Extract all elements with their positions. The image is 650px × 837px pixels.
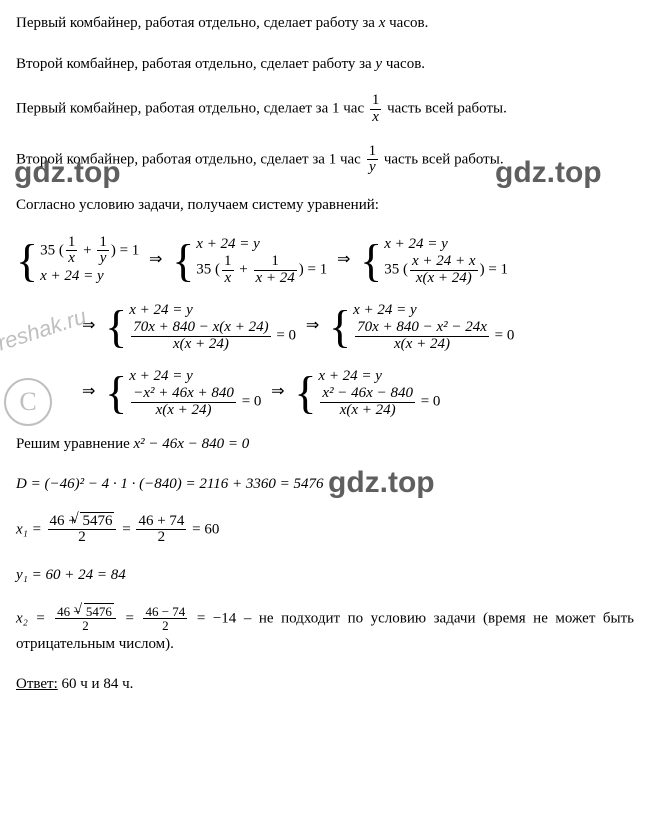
- x1-label: x₁ =: [16, 521, 46, 537]
- text: Первый комбайнер, работая отдельно, сдел…: [16, 101, 368, 117]
- x1-line: x₁ = 46 + 5476 2 = 46 + 74 2 = 60: [16, 514, 634, 547]
- system-chain-3: ⇒ { x + 24 = y −x² + 46x + 840x(x + 24) …: [16, 367, 634, 419]
- system-3: { x + 24 = y 35 (x + 24 + xx(x + 24)) = …: [360, 235, 508, 287]
- x2-line: x₂ = 46 − 5476 2 = 46 − 74 2 = −14 – не …: [16, 605, 634, 656]
- answer-line: Ответ: 60 ч и 84 ч.: [16, 673, 634, 696]
- text: Второй комбайнер, работая отдельно, сдел…: [16, 151, 365, 167]
- discriminant: D = (−46)² − 4 · 1 · (−840) = 2116 + 336…: [16, 473, 634, 496]
- y1-line: y₁ = 60 + 24 = 84: [16, 564, 634, 587]
- x1-frac-2: 46 + 74 2: [136, 514, 186, 547]
- paragraph-3: Первый комбайнер, работая отдельно, сдел…: [16, 93, 634, 126]
- text: часов.: [385, 15, 428, 31]
- text: Первый комбайнер, работая отдельно, сдел…: [16, 15, 379, 31]
- x2-frac-2: 46 − 74 2: [143, 605, 187, 633]
- arrow-icon: ⇒: [306, 317, 319, 334]
- x1-result: = 60: [192, 521, 219, 537]
- x2-label: x₂ =: [16, 610, 53, 626]
- fraction-1-over-y: 1y: [367, 144, 379, 177]
- answer-value: 60 ч и 84 ч.: [58, 676, 134, 692]
- x2-frac-1: 46 − 5476 2: [55, 605, 116, 633]
- x2-result: = −14: [197, 610, 236, 626]
- answer-label: Ответ:: [16, 676, 58, 692]
- system-6: { x + 24 = y −x² + 46x + 840x(x + 24) = …: [105, 367, 261, 419]
- system-chain-2: ⇒ { x + 24 = y 70x + 840 − x(x + 24)x(x …: [16, 301, 634, 353]
- solve-intro: Решим уравнение x² − 46x − 840 = 0: [16, 433, 634, 456]
- paragraph-1: Первый комбайнер, работая отдельно, сдел…: [16, 12, 634, 35]
- arrow-icon: ⇒: [337, 251, 350, 268]
- system-7: { x + 24 = y x² − 46x − 840x(x + 24) = 0: [294, 367, 440, 419]
- text: часть всей работы.: [387, 101, 507, 117]
- system-4: { x + 24 = y 70x + 840 − x(x + 24)x(x + …: [105, 301, 296, 353]
- arrow-icon: ⇒: [82, 383, 95, 400]
- system-chain-1: { 35 (1x + 1y) = 1 x + 24 = y ⇒ { x + 24…: [16, 235, 634, 287]
- paragraph-2: Второй комбайнер, работая отдельно, сдел…: [16, 53, 634, 76]
- system-2: { x + 24 = y 35 (1x + 1x + 24) = 1: [172, 235, 327, 287]
- arrow-icon: ⇒: [82, 317, 95, 334]
- paragraph-5: Согласно условию задачи, получаем систем…: [16, 194, 634, 217]
- paragraph-4: Второй комбайнер, работая отдельно, сдел…: [16, 144, 634, 177]
- system-5: { x + 24 = y 70x + 840 − x² − 24xx(x + 2…: [329, 301, 514, 353]
- arrow-icon: ⇒: [149, 251, 162, 268]
- system-1: { 35 (1x + 1y) = 1 x + 24 = y: [16, 235, 139, 287]
- text: часов.: [382, 56, 425, 72]
- text: Второй комбайнер, работая отдельно, сдел…: [16, 56, 375, 72]
- arrow-icon: ⇒: [271, 383, 284, 400]
- x1-frac-1: 46 + 5476 2: [48, 514, 117, 547]
- fraction-1-over-x: 1x: [370, 93, 382, 126]
- text: Решим уравнение: [16, 436, 134, 452]
- equation: x² − 46x − 840 = 0: [134, 436, 250, 452]
- text: часть всей работы.: [384, 151, 504, 167]
